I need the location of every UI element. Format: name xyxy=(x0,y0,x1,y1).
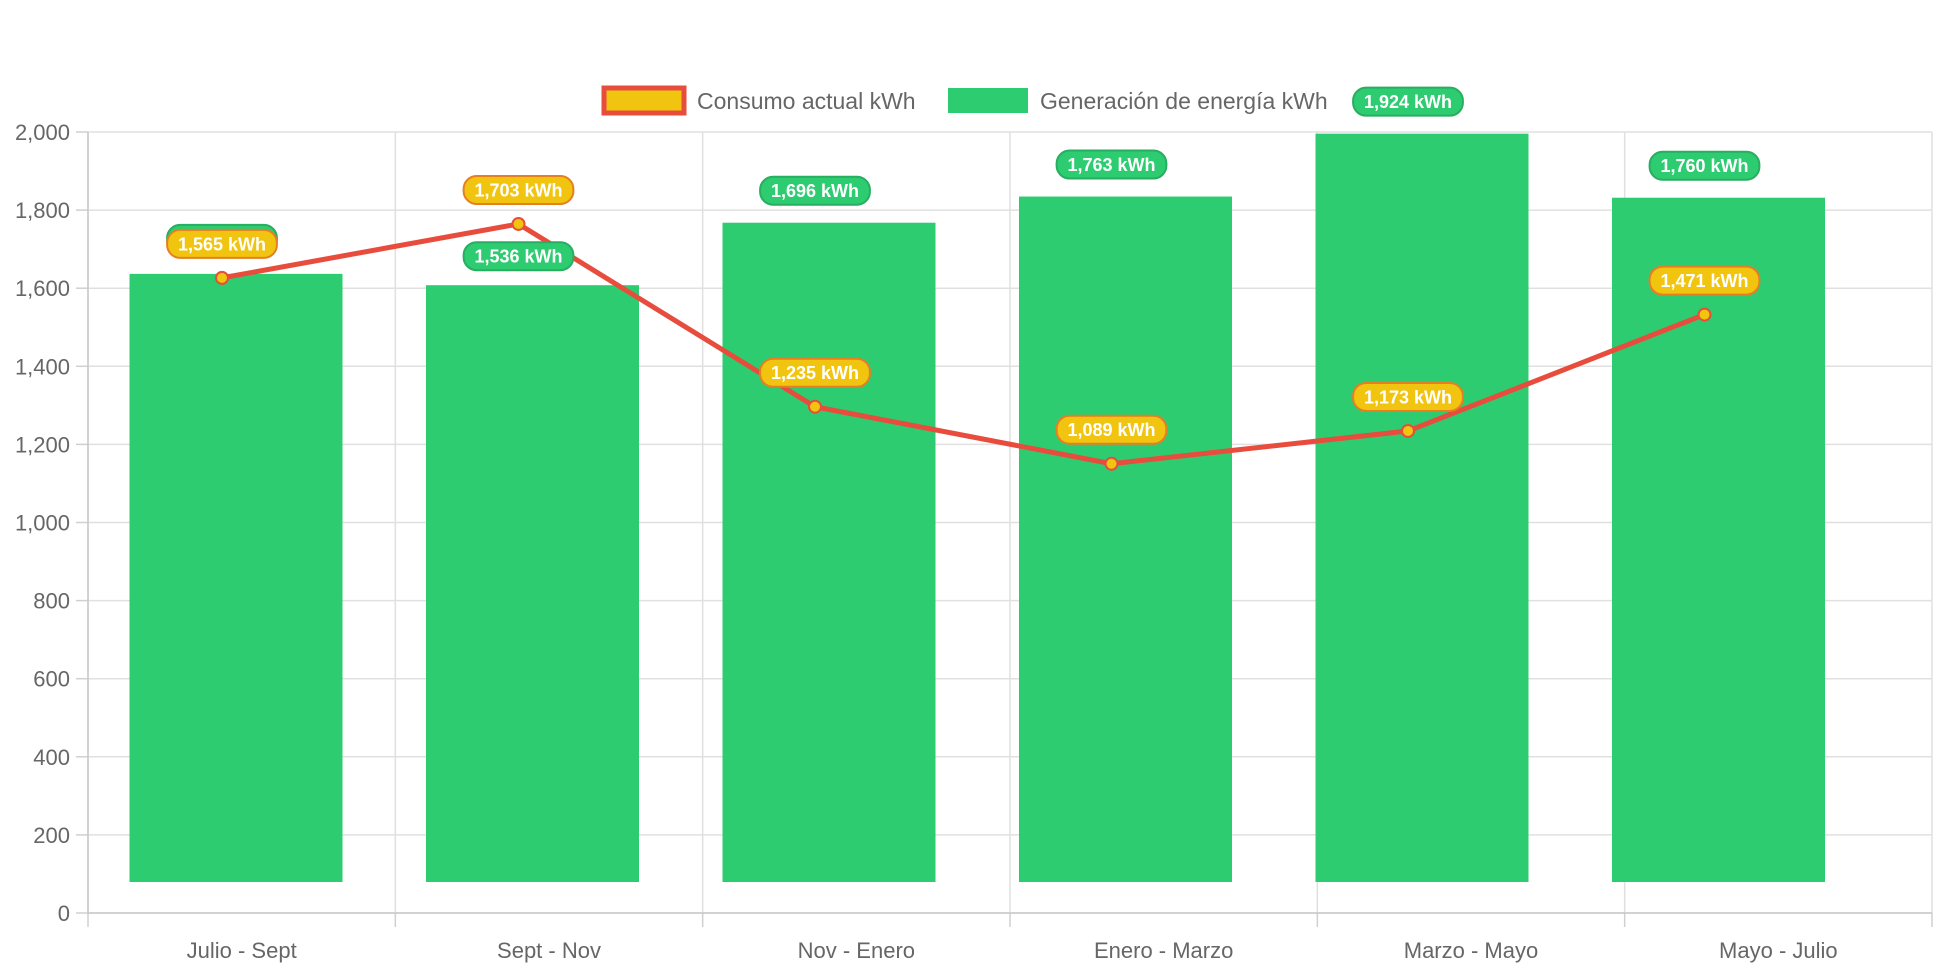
data-label: 1,703 kWh xyxy=(462,174,575,205)
bar[interactable] xyxy=(129,273,343,882)
data-label: 1,760 kWh xyxy=(1648,150,1761,181)
line-point[interactable] xyxy=(215,270,229,285)
line-point[interactable] xyxy=(1697,307,1712,322)
line-series xyxy=(215,216,1712,471)
data-label: 1,924 kWh xyxy=(1352,86,1464,117)
data-label-box xyxy=(1055,414,1168,445)
y-tick-label: 200 xyxy=(33,823,70,848)
data-label-text: 1,763 kWh xyxy=(1067,155,1155,175)
y-tick-label: 1,400 xyxy=(15,354,70,379)
data-label-box xyxy=(759,175,871,206)
bar-series xyxy=(129,133,1825,883)
legend[interactable]: Consumo actual kWh Generación de energía … xyxy=(601,85,1328,116)
line-point[interactable] xyxy=(808,399,822,414)
bar[interactable] xyxy=(1019,196,1232,883)
data-label: 1,565 kWh xyxy=(166,228,278,259)
bar[interactable] xyxy=(1315,133,1529,883)
bar[interactable] xyxy=(1612,197,1825,883)
data-label-box xyxy=(462,241,575,272)
data-label-box xyxy=(1352,86,1464,117)
x-tick-label: Mayo - Julio xyxy=(1719,938,1838,963)
y-tick-label: 800 xyxy=(33,589,70,614)
data-label-box xyxy=(166,228,278,259)
y-tick-label: 600 xyxy=(33,667,70,692)
data-label-text: 1,696 kWh xyxy=(771,181,859,201)
line-point[interactable] xyxy=(511,216,526,231)
data-label-box xyxy=(1648,150,1761,181)
data-label: 1,471 kWh xyxy=(1648,265,1761,296)
data-label-text: 1,471 kWh xyxy=(1660,271,1748,291)
y-tick-label: 1,200 xyxy=(15,432,70,457)
line-point[interactable] xyxy=(1401,423,1415,438)
legend-swatch-generacion[interactable] xyxy=(948,88,1028,113)
y-tick-label: 400 xyxy=(33,745,70,770)
data-label-text: 1,536 kWh xyxy=(474,247,562,267)
data-label-text: 1,924 kWh xyxy=(1364,92,1452,112)
x-tick-label: Enero - Marzo xyxy=(1094,938,1233,963)
data-label: 1,173 kWh xyxy=(1352,381,1464,412)
legend-swatch-consumo[interactable] xyxy=(601,85,687,116)
data-label-text: 1,760 kWh xyxy=(1660,156,1748,176)
legend-label-consumo[interactable]: Consumo actual kWh xyxy=(697,88,916,114)
data-label-text: 1,235 kWh xyxy=(771,363,859,383)
data-label-text: 1,703 kWh xyxy=(474,180,562,200)
data-label-box xyxy=(1648,265,1761,296)
data-label-text: 1,173 kWh xyxy=(1364,387,1452,407)
data-label-box xyxy=(759,357,871,388)
y-tick-label: 1,800 xyxy=(15,198,70,223)
data-label-text: 1,089 kWh xyxy=(1067,420,1155,440)
axes: 0 200 400 600 800 1,000 1,200 1,400 1,600 1,800 2,… xyxy=(15,120,1933,963)
data-label-box xyxy=(1055,149,1168,180)
bar[interactable] xyxy=(426,285,639,882)
y-tick-label: 0 xyxy=(58,901,70,926)
x-tick-label: Nov - Enero xyxy=(798,938,915,963)
x-tick-label: Sept - Nov xyxy=(497,938,601,963)
data-label: 1,536 kWh xyxy=(462,241,575,272)
y-tick-label: 1,600 xyxy=(15,276,70,301)
data-label: 1,696 kWh xyxy=(759,175,871,206)
data-label: 1,089 kWh xyxy=(1055,414,1168,445)
line-point[interactable] xyxy=(1104,456,1119,471)
data-label-text: 1,565 kWh xyxy=(178,234,266,254)
data-labels: 1,565 kWh 1,536 kWh 1,696 kWh 1,763 kWh 1,92… xyxy=(166,86,1761,445)
data-label: 1,763 kWh xyxy=(1055,149,1168,180)
y-tick-label: 1,000 xyxy=(15,511,70,536)
line-path xyxy=(221,221,1706,467)
data-label-box xyxy=(462,174,575,205)
bar[interactable] xyxy=(722,222,936,882)
legend-label-generacion[interactable]: Generación de energía kWh xyxy=(1040,88,1328,114)
x-tick-label: Julio - Sept xyxy=(187,938,297,963)
y-tick-label: 2,000 xyxy=(15,120,70,145)
x-tick-label: Marzo - Mayo xyxy=(1404,938,1538,963)
data-label-box xyxy=(1352,381,1464,412)
data-label: 1,235 kWh xyxy=(759,357,871,388)
